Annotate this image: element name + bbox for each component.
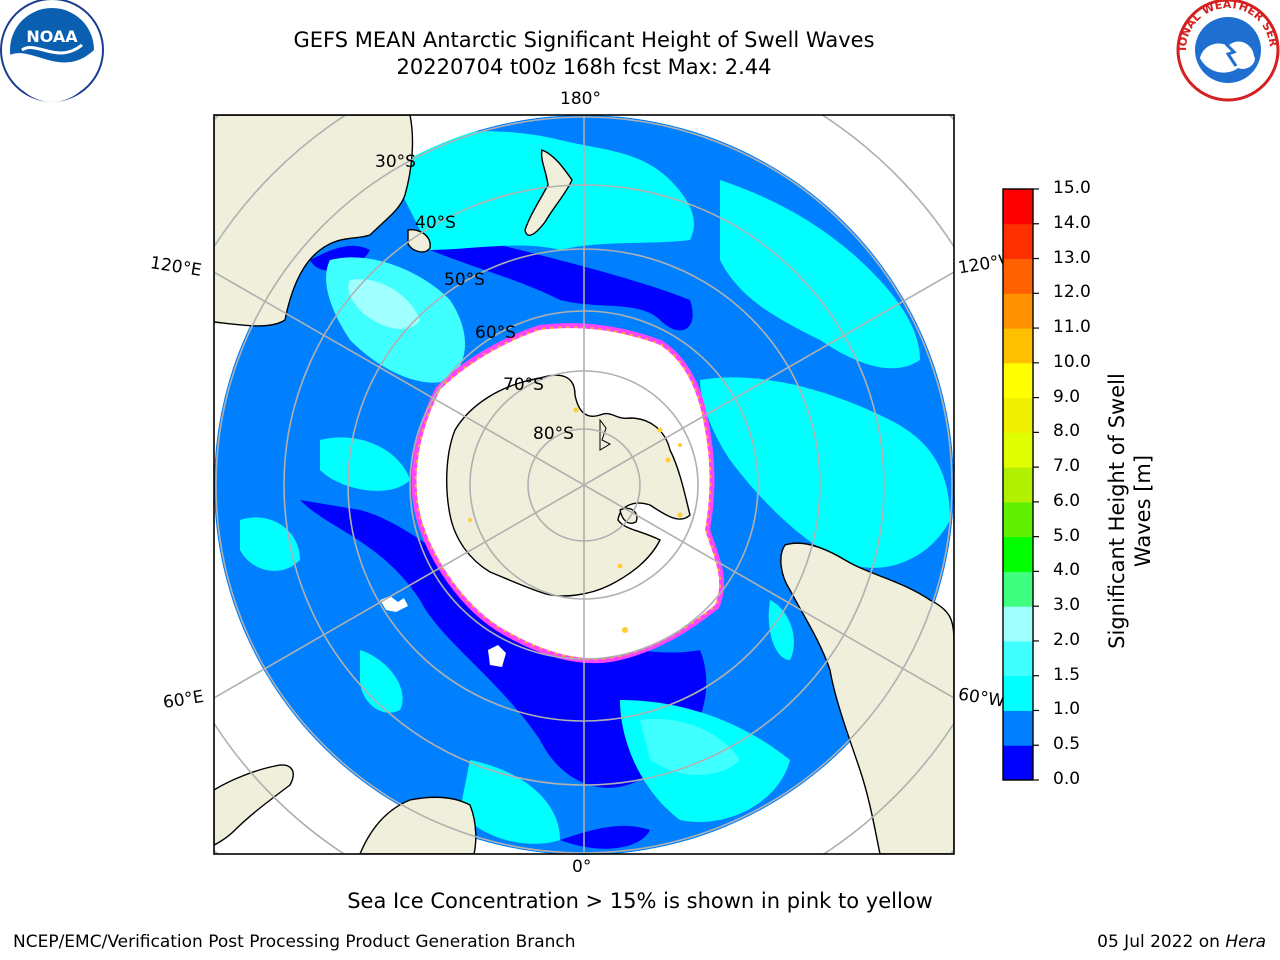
colorbar-bin xyxy=(1003,362,1033,399)
lat-label-40s: 40°S xyxy=(415,213,456,233)
colorbar-tick-label: 3.0 xyxy=(1053,595,1081,616)
colorbar-bin xyxy=(1003,189,1033,225)
host-name: Hera xyxy=(1225,932,1266,952)
lat-label-80s: 80°S xyxy=(533,424,574,444)
credit-text: NCEP/EMC/Verification Post Processing Pr… xyxy=(13,932,576,952)
colorbar-tick-label: 11.0 xyxy=(1053,317,1091,338)
graticule xyxy=(214,115,954,854)
lon-label-0: 0° xyxy=(572,857,592,877)
date-text: 05 Jul 2022 on Hera xyxy=(1097,932,1266,952)
colorbar-bin xyxy=(1003,293,1033,329)
colorbar-title: Significant Height of Swell Waves [m] xyxy=(1105,373,1155,649)
colorbar-tick-label: 2.0 xyxy=(1053,629,1081,650)
noaa-logo: NOAA xyxy=(0,0,104,102)
colorbar-tick-label: 14.0 xyxy=(1053,212,1091,233)
colorbar-bin xyxy=(1003,467,1033,503)
lon-label-180: 180° xyxy=(560,89,601,109)
colorbar-bin xyxy=(1003,745,1033,781)
noaa-logo-text: NOAA xyxy=(26,27,78,46)
colorbar-bin xyxy=(1003,675,1033,711)
colorbar-bin xyxy=(1003,640,1033,677)
map-frame xyxy=(213,114,955,855)
colorbar-tick-label: 4.0 xyxy=(1053,560,1081,581)
colorbar-bin xyxy=(1003,328,1033,364)
colorbar-tick-label: 7.0 xyxy=(1053,456,1081,477)
colorbar-tick-label: 6.0 xyxy=(1053,490,1081,511)
colorbar-bin xyxy=(1003,710,1033,746)
colorbar-bin xyxy=(1003,536,1033,572)
colorbar-bin xyxy=(1003,432,1033,468)
sea-ice-note: Sea Ice Concentration > 15% is shown in … xyxy=(347,889,933,913)
lat-label-70s: 70°S xyxy=(503,375,544,395)
lat-label-30s: 30°S xyxy=(375,152,416,172)
colorbar-tick-label: 15.0 xyxy=(1053,178,1091,198)
colorbar-bin xyxy=(1003,606,1033,642)
colorbar-bin xyxy=(1003,501,1033,538)
colorbar-tick-label: 13.0 xyxy=(1053,247,1091,268)
colorbar-bin xyxy=(1003,571,1033,607)
colorbar-tick-label: 0.5 xyxy=(1053,734,1081,755)
lat-label-50s: 50°S xyxy=(444,270,485,290)
colorbar-tick-label: 12.0 xyxy=(1053,282,1091,303)
lat-label-60s: 60°S xyxy=(475,323,516,343)
map-subtitle: 20220704 t00z 168h fcst Max: 2.44 xyxy=(396,55,772,79)
colorbar-tick-label: 0.0 xyxy=(1053,769,1081,789)
colorbar-tick-label: 8.0 xyxy=(1053,421,1081,442)
map-title: GEFS MEAN Antarctic Significant Height o… xyxy=(293,28,875,52)
date-value: 05 Jul 2022 on xyxy=(1097,932,1220,952)
colorbar-bin xyxy=(1003,223,1033,260)
colorbar-tick-label: 10.0 xyxy=(1053,351,1091,372)
colorbar-tick-label: 1.0 xyxy=(1053,699,1081,720)
colorbar-bin xyxy=(1003,258,1033,294)
colorbar-bin xyxy=(1003,397,1033,433)
colorbar-tick-label: 9.0 xyxy=(1053,386,1081,407)
colorbar-tick-label: 1.5 xyxy=(1053,664,1081,685)
colorbar-tick-label: 5.0 xyxy=(1053,525,1081,546)
